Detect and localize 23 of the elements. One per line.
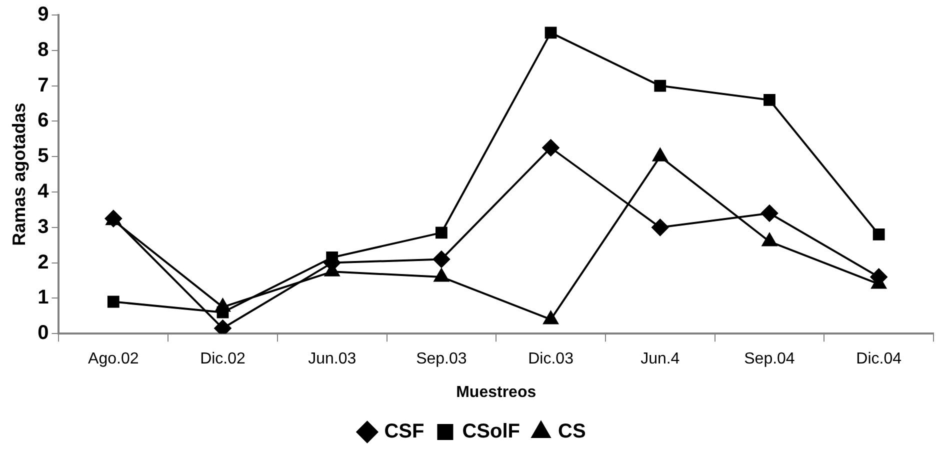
x-tick-label: Jun.4 bbox=[640, 350, 680, 368]
y-tick-label: 7 bbox=[38, 74, 49, 96]
x-tick-label: Dic.04 bbox=[856, 350, 902, 368]
legend-label: CSolF bbox=[462, 420, 520, 443]
y-tick-label: 2 bbox=[38, 251, 49, 274]
x-tick-label: Dic.03 bbox=[528, 350, 574, 368]
x-axis-title: Muestreos bbox=[456, 384, 536, 401]
y-tick-label: 8 bbox=[38, 38, 49, 61]
y-tick-label: 6 bbox=[38, 110, 49, 132]
x-tick-label: Sep.04 bbox=[744, 350, 795, 368]
x-tick-label: Dic.02 bbox=[200, 350, 246, 368]
legend-label: CS bbox=[558, 420, 586, 443]
y-tick-label: 4 bbox=[38, 180, 50, 203]
legend-label: CSF bbox=[384, 420, 424, 443]
y-tick-label: 0 bbox=[38, 322, 49, 344]
y-tick-label: 3 bbox=[38, 216, 49, 238]
y-tick-label: 9 bbox=[38, 4, 49, 26]
x-tick-label: Sep.03 bbox=[416, 350, 467, 368]
x-tick-label: Jun.03 bbox=[308, 350, 356, 368]
y-tick-label: 1 bbox=[38, 286, 49, 309]
y-tick-label: 5 bbox=[38, 145, 49, 168]
x-tick-label: Ago.02 bbox=[88, 350, 139, 368]
y-axis-title: Ramas agotadas bbox=[8, 102, 29, 246]
